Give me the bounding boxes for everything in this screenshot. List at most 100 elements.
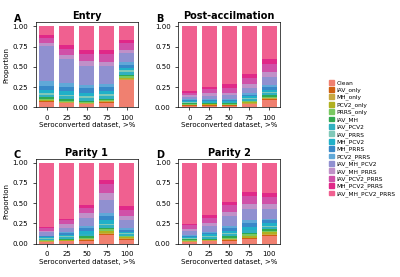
Bar <box>242 234 256 236</box>
Bar <box>222 99 237 100</box>
Bar <box>262 93 276 95</box>
Bar <box>182 93 197 95</box>
Bar <box>40 90 54 93</box>
Bar <box>60 45 74 48</box>
Bar <box>182 106 197 107</box>
Bar <box>40 97 54 99</box>
Bar <box>119 62 134 65</box>
Bar <box>202 215 217 217</box>
Bar <box>40 46 54 81</box>
Bar <box>119 237 134 238</box>
Bar <box>99 227 114 229</box>
Bar <box>119 50 134 53</box>
Bar <box>60 163 74 219</box>
Bar <box>60 91 74 95</box>
Bar <box>242 93 256 95</box>
Bar <box>99 50 114 54</box>
Bar <box>202 103 217 104</box>
Bar <box>119 163 134 206</box>
Bar <box>202 232 217 233</box>
Bar <box>262 95 276 97</box>
Y-axis label: Proportion: Proportion <box>4 183 10 219</box>
Bar <box>262 76 276 85</box>
X-axis label: Seroconverted dataset, >%: Seroconverted dataset, >% <box>181 259 277 265</box>
Bar <box>99 213 114 216</box>
Bar <box>40 239 54 240</box>
Bar <box>79 53 94 61</box>
Bar <box>60 99 74 101</box>
Bar <box>202 100 217 101</box>
Bar <box>262 193 276 197</box>
Bar <box>242 99 256 101</box>
Text: A: A <box>14 14 21 24</box>
Bar <box>182 99 197 100</box>
Bar <box>99 66 114 84</box>
Bar <box>60 224 74 227</box>
Bar <box>99 54 114 62</box>
Bar <box>202 234 217 236</box>
Bar <box>79 236 94 238</box>
Bar <box>119 236 134 237</box>
Bar <box>182 103 197 104</box>
Bar <box>60 232 74 233</box>
Bar <box>242 104 256 107</box>
Bar <box>242 84 256 88</box>
Bar <box>222 26 237 84</box>
Bar <box>182 104 197 105</box>
Bar <box>222 233 237 234</box>
Bar <box>262 97 276 98</box>
Bar <box>119 72 134 75</box>
Bar <box>119 43 134 50</box>
Bar <box>79 208 94 214</box>
Bar <box>222 234 237 236</box>
Bar <box>79 163 94 205</box>
Title: Parity 2: Parity 2 <box>208 148 251 158</box>
Bar <box>222 231 237 233</box>
Bar <box>222 216 237 226</box>
Bar <box>79 228 94 231</box>
Bar <box>202 106 217 107</box>
Bar <box>99 101 114 102</box>
Bar <box>182 225 197 229</box>
Bar <box>262 226 276 227</box>
Bar <box>40 238 54 239</box>
Bar <box>262 234 276 235</box>
Bar <box>202 233 217 234</box>
Bar <box>182 240 197 241</box>
Bar <box>40 43 54 46</box>
Bar <box>222 106 237 107</box>
Text: C: C <box>14 150 21 160</box>
Bar <box>242 209 256 220</box>
Legend: Clean, IAV_only, MH_only, PCV2_only, PRRS_only, IAV_MH, IAV_PCV2, IAV_PRRS, MH_P: Clean, IAV_only, MH_only, PCV2_only, PRR… <box>328 79 397 198</box>
Text: D: D <box>156 150 164 160</box>
Bar <box>242 78 256 84</box>
Bar <box>79 96 94 98</box>
Bar <box>119 239 134 240</box>
Bar <box>242 95 256 96</box>
Bar <box>79 214 94 218</box>
Bar <box>99 84 114 87</box>
Bar <box>242 88 256 93</box>
Bar <box>242 98 256 99</box>
Bar <box>182 242 197 244</box>
Bar <box>119 220 134 228</box>
Bar <box>262 85 276 87</box>
Bar <box>202 96 217 99</box>
Bar <box>242 220 256 223</box>
Bar <box>262 220 276 224</box>
Bar <box>119 53 134 62</box>
Bar <box>99 216 114 220</box>
Bar <box>222 212 237 216</box>
Bar <box>40 163 54 227</box>
Bar <box>262 197 276 204</box>
Bar <box>79 103 94 104</box>
Y-axis label: Proportion: Proportion <box>4 47 10 83</box>
Bar <box>262 231 276 232</box>
Bar <box>119 230 134 232</box>
Bar <box>40 99 54 100</box>
Bar <box>222 202 237 205</box>
Bar <box>79 226 94 228</box>
Bar <box>40 227 54 228</box>
Bar <box>202 99 217 100</box>
Bar <box>262 73 276 76</box>
